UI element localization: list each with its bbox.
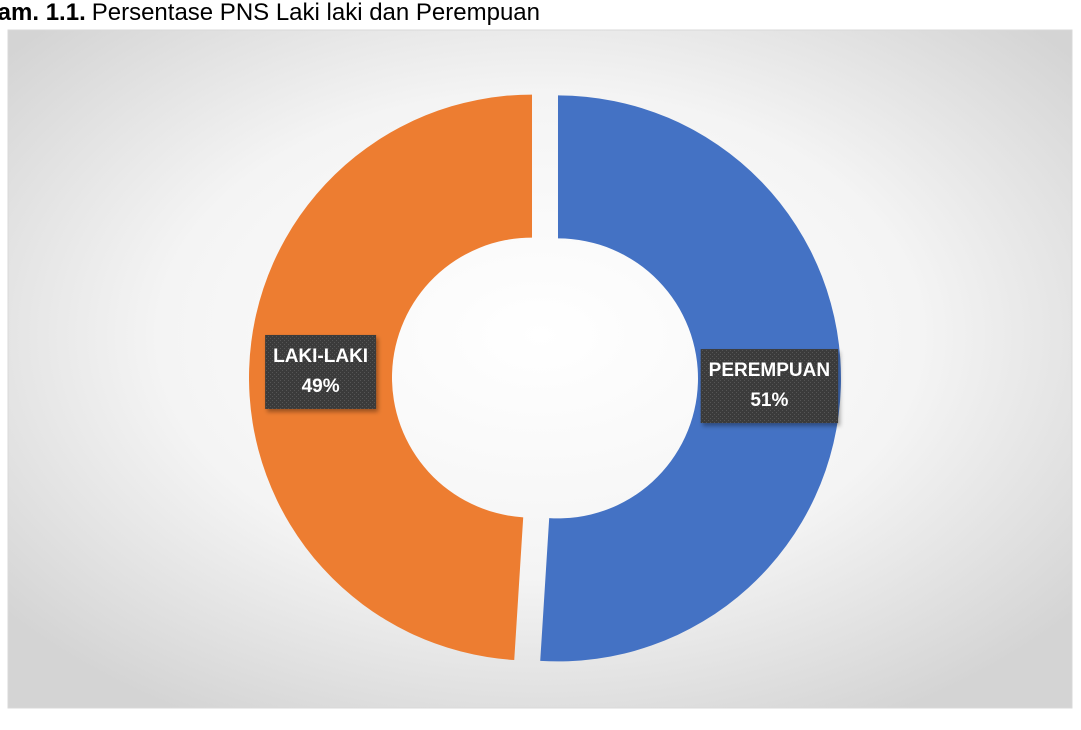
donut-segment [249, 94, 533, 661]
title-text: Persentase PNS Laki laki dan Perempuan [92, 0, 540, 26]
value-label: 51% [750, 390, 788, 411]
donut-segment [540, 95, 841, 662]
category-label: PEREMPUAN [709, 360, 830, 381]
title-number: Diagram. 1.1. [0, 0, 86, 26]
chart-title: Diagram. 1.1.Persentase PNS Laki laki da… [0, 0, 540, 26]
label-box [700, 349, 839, 424]
value-label: 49% [302, 376, 340, 397]
data-label: PEREMPUAN 51% [700, 349, 839, 424]
label-box [265, 334, 377, 409]
data-label: LAKI-LAKI 49% [265, 334, 377, 409]
category-label: LAKI-LAKI [273, 346, 368, 367]
plot-area [7, 29, 1073, 709]
